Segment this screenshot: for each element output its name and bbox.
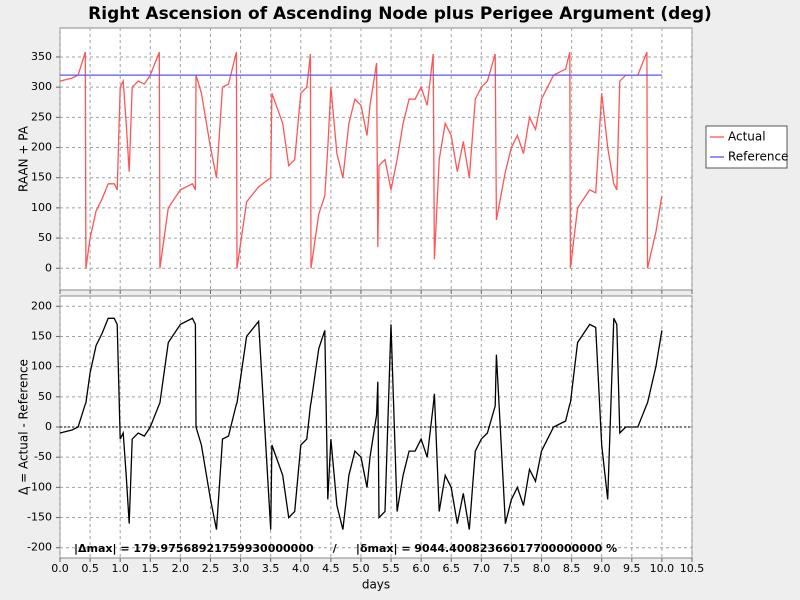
- x-tick-label: 4.0: [292, 562, 310, 575]
- data-line: [59, 317, 663, 530]
- plot-area: [59, 27, 693, 291]
- x-tick-label: 9.0: [593, 562, 611, 575]
- x-tick-label: 8.0: [533, 562, 551, 575]
- x-tick-label: 1.5: [142, 562, 160, 575]
- y-tick-label: -200: [27, 541, 52, 554]
- x-tick-label: 10.0: [650, 562, 675, 575]
- y-tick-label: 350: [31, 50, 52, 63]
- x-tick-label: 10.5: [680, 562, 705, 575]
- x-tick-label: 0.5: [81, 562, 99, 575]
- x-tick-label: 9.5: [623, 562, 641, 575]
- data-line: [59, 51, 663, 269]
- y-tick-label: 0: [45, 261, 52, 274]
- x-tick-label: 5.0: [352, 562, 370, 575]
- x-tick-label: 2.5: [202, 562, 220, 575]
- x-tick-label: 0.0: [51, 562, 69, 575]
- y-tick-label: -150: [27, 511, 52, 524]
- y-axis-label: RAAN + PA: [17, 125, 31, 192]
- y-tick-label: 300: [31, 80, 52, 93]
- y-tick-label: 150: [31, 329, 52, 342]
- x-tick-label: 3.0: [232, 562, 250, 575]
- x-tick-label: 7.5: [503, 562, 521, 575]
- y-tick-label: 250: [31, 110, 52, 123]
- x-tick-label: 1.0: [111, 562, 129, 575]
- annotation: |Δmax| = 179.97568921759930000000 / |δma…: [74, 542, 617, 555]
- x-tick-label: 6.0: [412, 562, 430, 575]
- y-tick-label: 50: [38, 390, 52, 403]
- x-axis-label: days: [362, 578, 390, 592]
- x-tick-label: 6.5: [442, 562, 460, 575]
- y-axis-label: Δ = Actual - Reference: [17, 359, 31, 495]
- legend-label: Reference: [728, 150, 788, 164]
- x-tick-label: 8.5: [563, 562, 581, 575]
- y-tick-label: -50: [34, 450, 52, 463]
- x-tick-label: 2.0: [172, 562, 190, 575]
- y-tick-label: 50: [38, 231, 52, 244]
- y-tick-label: -100: [27, 480, 52, 493]
- legend-label: Actual: [728, 130, 766, 144]
- y-tick-label: 200: [31, 299, 52, 312]
- y-tick-label: 100: [31, 201, 52, 214]
- y-tick-label: 100: [31, 360, 52, 373]
- chart-title: Right Ascension of Ascending Node plus P…: [88, 4, 712, 24]
- x-tick-label: 7.0: [473, 562, 491, 575]
- legend-box: [705, 125, 788, 169]
- y-tick-label: 0: [45, 420, 52, 433]
- y-tick-label: 200: [31, 141, 52, 154]
- x-tick-label: 5.5: [382, 562, 400, 575]
- y-tick-label: 150: [31, 171, 52, 184]
- x-tick-label: 3.5: [262, 562, 280, 575]
- x-tick-label: 4.5: [322, 562, 340, 575]
